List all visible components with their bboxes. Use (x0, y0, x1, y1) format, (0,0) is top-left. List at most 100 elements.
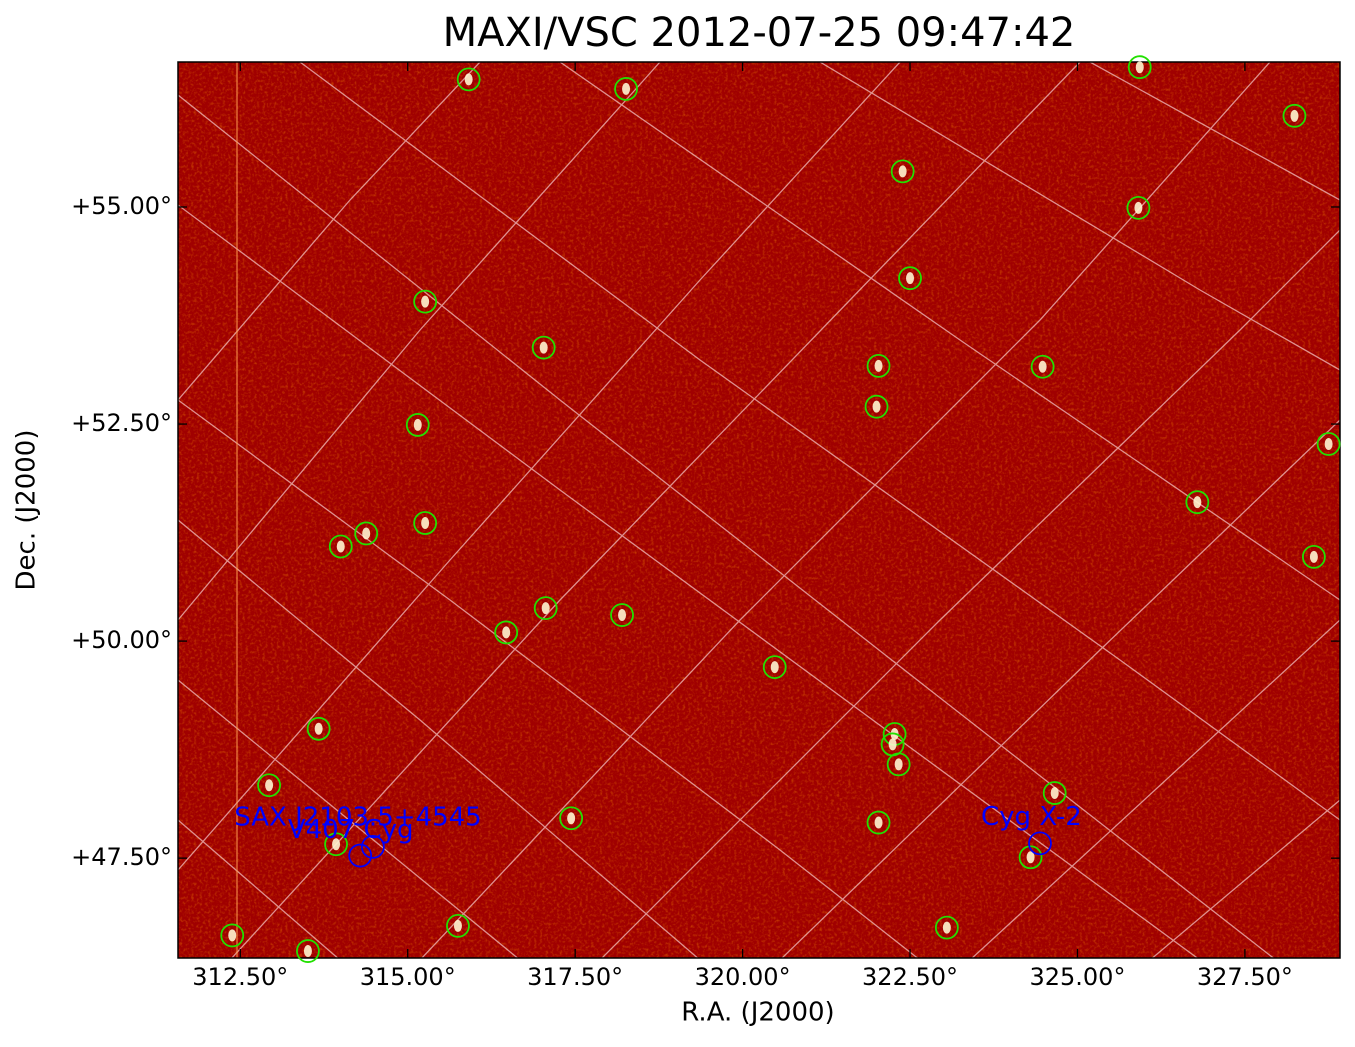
source-label: V407 Cyg (288, 815, 414, 845)
y-tick-label: +47.50° (71, 843, 172, 871)
source-marker (864, 394, 889, 419)
grid-curve (178, 62, 901, 871)
source-marker (1185, 490, 1210, 515)
source-blob (421, 295, 430, 308)
source-marker (348, 843, 373, 868)
source-marker (494, 620, 519, 645)
source-marker (1301, 544, 1326, 569)
source-blob (303, 945, 312, 958)
grid-curve (178, 204, 1199, 958)
grid-curve (178, 62, 661, 621)
source-label: Cyg X-2 (981, 802, 1082, 832)
source-marker (1127, 55, 1152, 80)
source-label: SAX J2103.5+4545 (234, 803, 481, 833)
grid-curve (1089, 62, 1340, 201)
grid-curve (601, 229, 1340, 958)
source-marker (456, 67, 481, 92)
source-blob (228, 929, 237, 942)
source-blob (336, 540, 345, 553)
grid-curve (178, 62, 481, 401)
x-tick-label: 312.50° (192, 963, 288, 991)
grid-curve (1151, 799, 1340, 958)
grid-curve (559, 62, 1340, 601)
x-tick-label: 315.00° (360, 963, 456, 991)
y-tick-label: +52.50° (71, 409, 172, 437)
y-tick-label: +55.00° (71, 192, 172, 220)
y-tick-label: +50.00° (71, 626, 172, 654)
grid-curve (971, 619, 1340, 958)
source-blob (1135, 61, 1144, 74)
sky-noise (178, 62, 1340, 958)
source-blob (894, 758, 903, 771)
source-blob (1134, 201, 1143, 214)
source-marker (531, 335, 556, 360)
source-blob (1309, 550, 1318, 563)
source-blob (888, 738, 897, 751)
source-blob (1193, 496, 1202, 509)
source-blob (332, 838, 341, 851)
grid-curve (178, 519, 699, 958)
source-blob (502, 626, 511, 639)
source-marker (762, 655, 787, 680)
x-axis-label: R.A. (J2000) (681, 998, 834, 1028)
source-blob (872, 400, 881, 413)
source-blob (1050, 787, 1059, 800)
grid-curve (420, 62, 1271, 958)
grid-curve (781, 419, 1340, 958)
source-blob (464, 73, 473, 86)
source-marker (533, 596, 558, 621)
x-tick-label: 317.50° (527, 963, 623, 991)
source-blob (1324, 438, 1333, 451)
grid-curve (178, 819, 339, 958)
source-marker (1316, 432, 1341, 456)
source-marker (296, 939, 320, 963)
grid-curve (230, 62, 1081, 958)
x-tick-label: 325.00° (1029, 963, 1125, 991)
grid-curve (178, 679, 519, 958)
source-blob (541, 602, 550, 615)
source-blob (362, 527, 371, 540)
source-marker (614, 77, 638, 101)
chart-title: MAXI/VSC 2012-07-25 09:47:42 (443, 10, 1076, 56)
source-marker (886, 752, 911, 777)
source-marker (1282, 103, 1307, 128)
source-blob (567, 812, 576, 825)
source-blob (618, 609, 627, 622)
source-blob (1038, 360, 1047, 373)
source-marker (866, 810, 891, 835)
source-blob (314, 722, 323, 735)
x-tick-label: 327.50° (1197, 963, 1293, 991)
source-marker (413, 511, 438, 535)
grid-curve (299, 62, 1340, 821)
source-blob (622, 82, 631, 95)
source-marker (559, 806, 584, 831)
source-marker (1042, 781, 1067, 805)
source-marker (610, 603, 634, 627)
source-blob (906, 272, 915, 285)
source-marker (360, 834, 385, 859)
source-marker (328, 534, 353, 559)
source-marker (1126, 195, 1151, 220)
source-marker (413, 289, 438, 314)
plot-frame (177, 61, 1341, 959)
source-marker (220, 923, 245, 948)
source-blob (874, 816, 883, 829)
source-marker (446, 913, 470, 938)
source-blob (1290, 109, 1299, 122)
source-marker (257, 773, 281, 798)
source-marker (1018, 845, 1043, 870)
source-marker (405, 413, 430, 437)
source-marker (324, 832, 348, 857)
source-marker (306, 716, 331, 741)
x-tick-label: 322.50° (862, 963, 958, 991)
source-blob (898, 165, 907, 178)
source-marker (890, 159, 915, 184)
source-marker (1028, 831, 1052, 856)
source-blob (874, 359, 883, 372)
source-blob (942, 921, 951, 934)
source-blob (413, 418, 422, 431)
grid-curve (178, 399, 919, 958)
x-tick-label: 320.00° (695, 963, 791, 991)
source-blob (265, 779, 274, 792)
